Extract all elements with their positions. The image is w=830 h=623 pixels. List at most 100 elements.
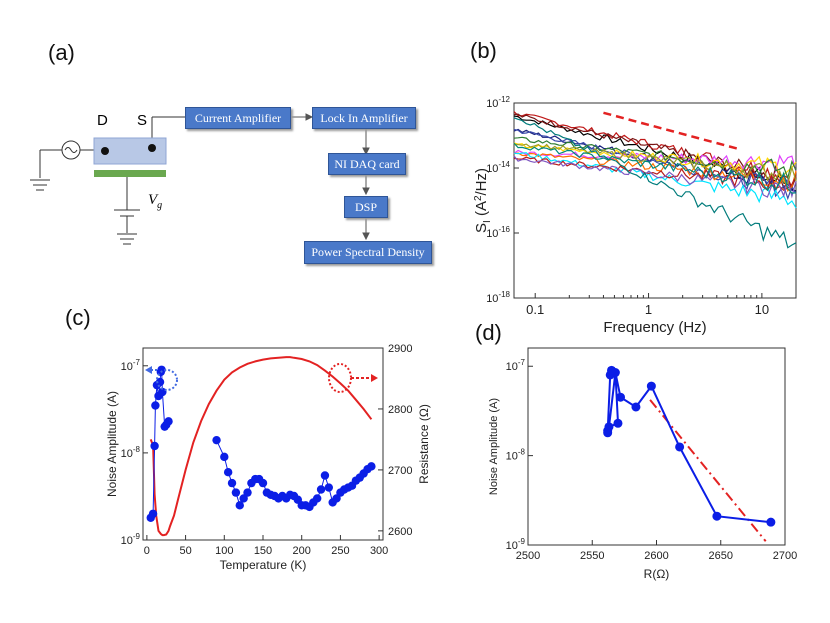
y-tick-label-b-2: 10-16 [486,225,510,240]
noise-point-d [646,381,656,391]
noise-point-c [151,401,160,410]
y-axis-label-c: Noise Amplitude (A) [105,391,119,497]
plot-frame-d [527,347,786,546]
y-tick-label-b-1: 10-14 [486,160,510,175]
noise-point-c [212,435,221,445]
noise-point-c [367,462,376,471]
y-tick-label-c-0: 10-9 [121,532,141,547]
x-tick-label-c-3: 150 [254,545,272,557]
x-tick-label-c-2: 100 [215,545,233,557]
y-tick-label-c-2: 10-7 [121,358,141,373]
panel-label-d: (d) [475,320,502,345]
x-tick-label-d-3: 2650 [709,550,733,562]
noise-point-c [324,483,334,492]
reference-slope-line [603,111,738,150]
noise-point-c [155,377,165,387]
noise-line-d [606,368,772,524]
noise-point-c [231,488,241,497]
spectrum-line-s14 [513,142,797,194]
noise-point-c [316,485,326,494]
x-axis-label-d: R(Ω) [644,567,670,581]
x-tick-label-d-2: 2600 [644,550,668,562]
noise-point-c [158,387,167,397]
x-tick-label-b-1: 1 [645,302,652,317]
y-tick-label-d-2: 10-7 [506,358,526,373]
noise-point-c [157,365,166,374]
spectrum-line-s10 [513,152,797,209]
y-tick-label-c-1: 10-8 [121,445,141,460]
noise-point-c [227,478,237,488]
x-tick-label-c-5: 250 [331,545,349,557]
noise-point-d [675,442,685,452]
noise-point-c [243,488,252,497]
noise-point-c [235,501,244,510]
gate-voltage-main: V [148,192,158,208]
x-tick-label-b-2: 10 [755,302,769,317]
x-axis-label-c: Temperature (K) [220,558,307,572]
left-axis-arrow-head [145,366,152,374]
noise-point-d [631,402,641,412]
panel-label-b: (b) [470,38,497,63]
ni-daq-card-box: NI DAQ card [328,153,406,175]
x-tick-label-c-1: 50 [179,545,191,557]
y-right-tick-label-c-3: 2900 [388,343,412,355]
x-tick-label-d-4: 2700 [773,550,797,562]
x-tick-label-d-1: 2550 [580,550,604,562]
left-axis-marker-circle [156,369,178,391]
spectrum-line-s13 [513,143,797,185]
x-tick-label-c-0: 0 [144,545,150,557]
y-axis-label-b: SI (A2/Hz) [473,168,493,233]
noise-point-d [607,365,617,375]
spectrum-line-s3 [513,113,797,190]
noise-point-d [604,422,614,432]
noise-point-c [223,468,233,477]
y-right-tick-label-c-2: 2800 [388,404,412,416]
y-right-tick-label-c-1: 2700 [388,465,412,477]
y-tick-label-b-0: 10-12 [486,95,510,110]
noise-point-d [616,392,626,402]
plot-frame-b [513,102,797,299]
spectrum-line-s15 [513,117,797,249]
panel-label-c: (c) [65,305,91,330]
noise-point-d [766,517,776,527]
y-right-tick-label-c-0: 2600 [388,526,412,538]
noise-point-c [320,471,330,480]
x-tick-label-b-0: 0.1 [526,302,544,317]
drain-label: D [97,112,108,129]
spectrum-line-s8 [513,136,797,180]
spectrum-line-s6 [513,149,797,174]
noise-point-c [148,509,158,518]
spectrum-line-s12 [513,155,797,199]
gate-voltage-label: Vg [148,192,162,211]
current-amplifier-box: Current Amplifier [185,107,291,129]
noise-point-c [312,494,322,503]
x-axis-label-b: Frequency (Hz) [603,319,706,336]
noise-point-c [220,452,229,462]
y-tick-label-b-3: 10-18 [486,290,510,305]
right-axis-arrow-head [371,374,378,382]
y-axis-label-d: Noise Amplitude (A) [488,398,500,495]
spectrum-line-s5 [513,128,797,201]
resistance-curve [149,356,373,537]
y-right-axis-label-c: Resistance (Ω) [417,404,431,484]
lock-in-amplifier-box: Lock In Amplifier [312,107,416,129]
noise-point-d [712,511,722,521]
y-tick-label-d-1: 10-8 [506,448,526,463]
noise-point-c [258,478,268,488]
spectrum-line-s4 [513,128,797,193]
y-tick-label-d-0: 10-9 [506,537,526,552]
gate-voltage-sub: g [157,200,163,211]
noise-point-c [164,417,173,426]
noise-point-c [150,441,159,451]
source-label: S [137,112,148,129]
x-tick-label-c-4: 200 [293,545,311,557]
noise-point-d [613,418,623,428]
x-tick-label-c-6: 300 [370,545,388,557]
panel-label-a: (a) [48,40,75,65]
x-tick-label-d-0: 2500 [516,550,540,562]
dsp-box: DSP [344,196,388,218]
power-spectral-density-box: Power Spectral Density [304,241,432,264]
